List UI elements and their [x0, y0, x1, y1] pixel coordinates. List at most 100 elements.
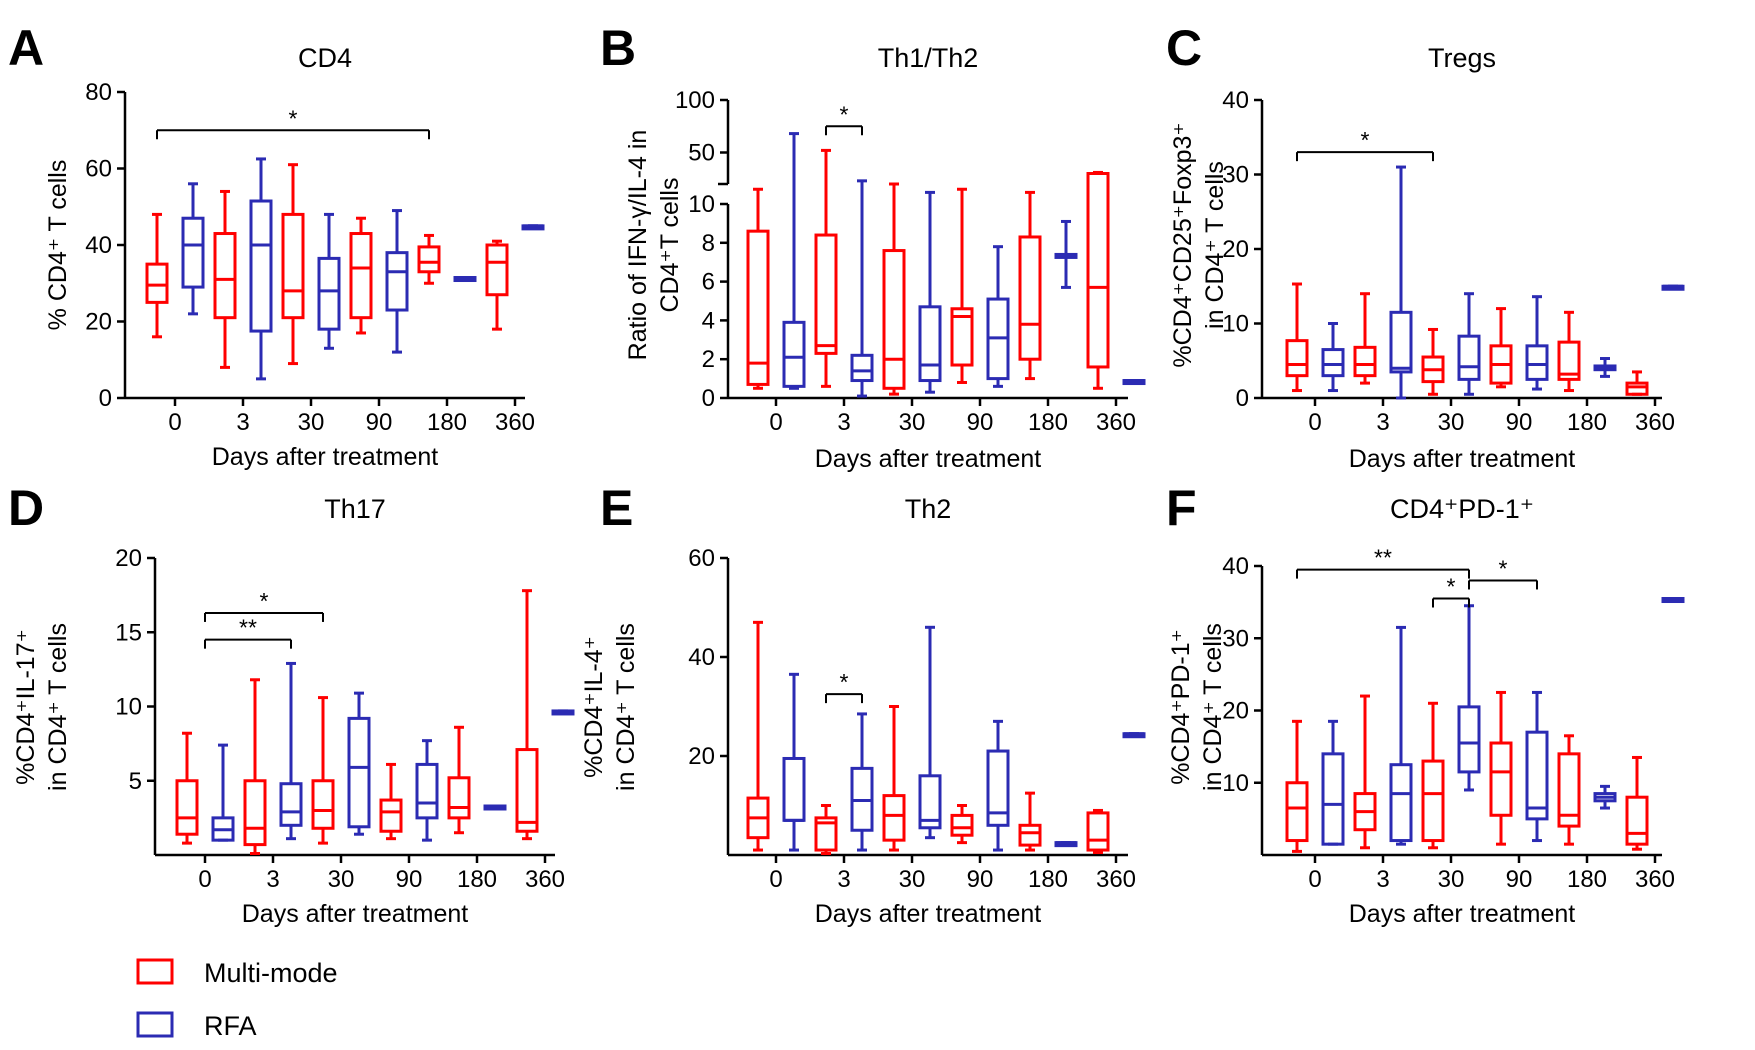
box-iqr: [1489, 741, 1513, 817]
significance-bracket: *: [825, 101, 863, 136]
box-rfa-90: [385, 209, 409, 354]
y-tick-label: 15: [115, 619, 142, 646]
box-rfa-30: [317, 212, 341, 350]
box-iqr: [782, 320, 806, 388]
y-axis-label: in CD4⁺ T cells: [1201, 161, 1229, 329]
box-multi-mode-30: [1421, 701, 1445, 850]
box-multi-mode-360: [515, 589, 539, 841]
x-tick-label: 180: [1567, 409, 1607, 436]
box-rfa-30: [1457, 604, 1481, 792]
box-multi-mode-360: [1625, 755, 1649, 851]
x-tick-label: 3: [1376, 409, 1389, 436]
box-iqr: [243, 779, 267, 847]
x-tick-label: 360: [1635, 866, 1675, 893]
significance-label: *: [289, 105, 298, 131]
significance-label: **: [239, 615, 257, 641]
panel-d: D Th17 5 10 15 20 0 3 30 90 180 360 Days after treat…: [8, 480, 575, 928]
box-rfa-3: [850, 712, 874, 852]
box-iqr: [379, 798, 403, 833]
box-multi-mode-90: [1489, 690, 1513, 846]
box-multi-mode-90: [349, 216, 373, 335]
box-multi-mode-30: [281, 163, 305, 366]
box-multi-mode-180: [1557, 734, 1581, 846]
y-tick-label: 20: [85, 309, 112, 336]
box-iqr: [249, 199, 273, 333]
y-tick-label-upper: 50: [688, 140, 715, 167]
box-multi-mode-180: [1557, 310, 1581, 393]
box-rfa-3: [249, 157, 273, 381]
box-rfa-360: [1661, 284, 1685, 291]
box-iqr: [1018, 235, 1042, 361]
box-rfa-180: [453, 276, 477, 283]
y-axis-label: %CD4⁺PD-1⁺: [1167, 629, 1195, 785]
significance-bracket: *: [1296, 127, 1434, 162]
x-axis-label: Days after treatment: [1349, 900, 1576, 928]
significance-bracket: *: [1432, 574, 1470, 608]
panel-letter-b: B: [600, 20, 636, 76]
y-tick-label: 10: [688, 191, 715, 218]
box-rfa-0: [211, 743, 235, 842]
x-tick-label: 90: [366, 409, 393, 436]
box-rfa-360: [521, 224, 545, 231]
box-multi-mode-3: [213, 189, 237, 369]
box-rfa-0: [1321, 322, 1345, 393]
x-tick-label: 360: [525, 866, 565, 893]
x-tick-label: 30: [899, 409, 926, 436]
x-tick-label: 180: [1567, 866, 1607, 893]
significance-label: *: [1499, 555, 1508, 581]
box-iqr: [1353, 345, 1377, 378]
box-iqr: [347, 716, 371, 829]
box-iqr: [1557, 340, 1581, 381]
box-iqr: [782, 756, 806, 822]
significance-label: **: [1374, 545, 1392, 571]
box-iqr: [1457, 334, 1481, 381]
box-rfa-0: [782, 132, 806, 390]
box-multi-mode-180: [1018, 791, 1042, 852]
box-iqr: [281, 212, 305, 320]
box-iqr: [1625, 795, 1649, 846]
x-axis-label: Days after treatment: [1349, 445, 1576, 473]
y-tick-label: 4: [702, 307, 715, 334]
x-tick-label: 180: [1028, 866, 1068, 893]
chart-title: Th17: [324, 494, 386, 524]
x-tick-label: 3: [236, 409, 249, 436]
x-tick-label: 0: [769, 409, 782, 436]
x-tick-label: 90: [967, 866, 994, 893]
y-tick-label: 20: [688, 743, 715, 770]
y-tick-label: 0: [99, 385, 112, 412]
box-iqr: [1525, 344, 1549, 381]
box-rfa-180: [483, 804, 507, 811]
box-multi-mode-3: [243, 678, 267, 856]
box-iqr: [918, 774, 942, 830]
y-axis-label: %CD4⁺IL-17⁺: [12, 629, 40, 785]
x-tick-label: 0: [198, 866, 211, 893]
x-axis-label: Days after treatment: [242, 900, 469, 928]
legend: Multi-mode RFA: [136, 958, 338, 1041]
legend-swatch-rfa: [136, 1011, 174, 1038]
box-multi-mode-3: [814, 804, 838, 856]
x-tick-label: 30: [298, 409, 325, 436]
box-rfa-360: [1122, 379, 1146, 386]
box-iqr: [175, 779, 199, 836]
box-rfa-3: [850, 179, 874, 398]
significance-bracket: *: [204, 588, 324, 622]
chart-title: CD4⁺PD-1⁺: [1390, 494, 1534, 524]
box-rfa-0: [181, 182, 205, 316]
box-rfa-90: [1525, 295, 1549, 391]
box-iqr: [1389, 763, 1413, 843]
box-iqr: [882, 249, 906, 390]
box-iqr: [213, 232, 237, 320]
y-tick-label-upper: 100: [675, 87, 715, 114]
box-iqr: [485, 243, 509, 297]
box-iqr: [279, 782, 303, 827]
box-iqr: [950, 813, 974, 837]
x-axis-label: Days after treatment: [815, 900, 1042, 928]
significance-label: *: [260, 588, 269, 614]
x-axis-label: Days after treatment: [815, 445, 1042, 473]
box-multi-mode-0: [145, 212, 169, 339]
box-multi-mode-360: [485, 239, 509, 331]
x-tick-label: 0: [769, 866, 782, 893]
y-tick-label: 10: [1222, 770, 1249, 797]
x-tick-label: 30: [328, 866, 355, 893]
box-iqr: [1321, 348, 1345, 378]
